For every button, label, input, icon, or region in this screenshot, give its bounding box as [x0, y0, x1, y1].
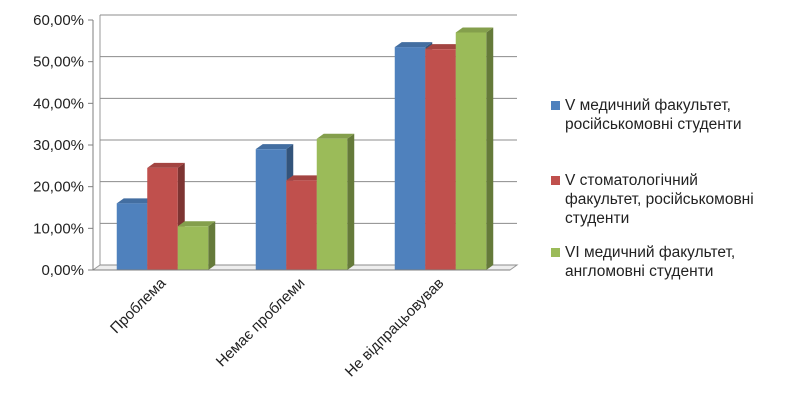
bar-top: [425, 44, 463, 50]
y-tick-label: 60,00%: [33, 12, 84, 29]
bar-top: [286, 175, 324, 181]
y-tick-label: 10,00%: [33, 220, 84, 237]
legend-entry: V медичний факультет, російськомовні студ…: [551, 97, 742, 133]
bar-front: [286, 180, 317, 270]
bar-front: [316, 138, 348, 270]
y-tick-label: 40,00%: [33, 95, 84, 112]
bar-front: [177, 226, 209, 270]
y-tick-label: 0,00%: [41, 262, 84, 279]
bar-top: [316, 133, 355, 139]
x-tick-label: Немає проблеми: [213, 275, 309, 371]
bars: [116, 27, 494, 271]
legend-label: VI медичний факультет,: [565, 244, 735, 261]
bar-top: [255, 144, 294, 150]
bar-front: [394, 47, 426, 271]
bar-top: [116, 198, 155, 204]
bar-side: [347, 133, 355, 270]
y-tick-label: 20,00%: [33, 179, 84, 196]
bar-top: [147, 162, 185, 168]
legend-label: студенти: [565, 210, 629, 227]
y-tick-label: 30,00%: [33, 137, 84, 154]
x-axis: Проблема Немає проблеми Не відпрацьовував: [93, 269, 510, 381]
legend-label: V медичний факультет,: [565, 97, 731, 114]
bar-front: [147, 167, 178, 270]
y-axis: 0,00% 10,00% 20,00% 30,00% 40,00% 50,00% 60,00…: [33, 12, 94, 279]
x-tick-label: Не відпрацьовував: [342, 275, 448, 381]
bar-front: [116, 203, 148, 270]
legend-label: V стоматологічний: [565, 172, 698, 189]
legend-label: факультет, російськомовні: [565, 191, 754, 208]
legend-entry: VI медичний факультет, англомовні студент…: [551, 244, 735, 280]
bar-top: [177, 221, 216, 227]
bar-side: [486, 27, 494, 270]
bar-top: [455, 27, 494, 33]
legend-swatch: [551, 101, 560, 110]
series-3: [177, 27, 494, 270]
bar-front: [255, 149, 287, 270]
bar: [455, 27, 494, 270]
x-tick-label: Проблема: [107, 274, 170, 337]
legend: V медичний факультет, російськомовні студ…: [551, 97, 754, 280]
bar-front: [455, 32, 487, 270]
legend-entry: V стоматологічний факультет, російськомов…: [551, 172, 754, 227]
legend-label: англомовні студенти: [565, 263, 713, 280]
legend-swatch: [551, 248, 560, 257]
bar-side: [208, 221, 216, 270]
y-tick-label: 50,00%: [33, 54, 84, 71]
legend-label: російськомовні студенти: [565, 116, 742, 133]
bar: [177, 221, 216, 270]
legend-swatch: [551, 176, 560, 185]
bar: [316, 133, 355, 270]
bar-top: [394, 42, 433, 48]
bar-front: [425, 49, 456, 270]
